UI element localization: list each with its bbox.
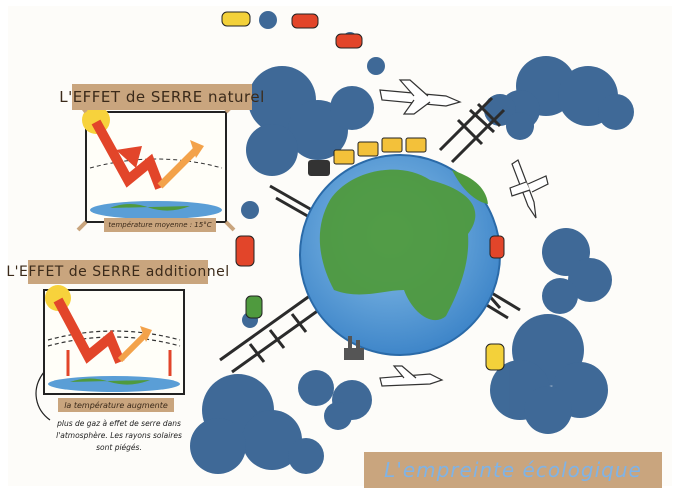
reflection-arrow <box>117 331 149 363</box>
note-pointer <box>35 371 51 421</box>
train-icon <box>308 137 427 176</box>
airplane-icon <box>379 365 444 387</box>
cloud-icon <box>490 314 608 434</box>
panel-natural-caption: température moyenne : 15°C <box>104 218 216 232</box>
continent-shape <box>452 170 488 204</box>
cloud-icon <box>190 374 324 474</box>
car-icon <box>221 11 505 371</box>
land-strip <box>110 204 190 211</box>
arrow-head-icon <box>116 146 142 168</box>
panel-natural <box>76 102 236 232</box>
panel-additional-caption: la température augmente <box>58 398 174 412</box>
pollution-clouds <box>190 11 634 474</box>
heat-arrow <box>91 119 165 190</box>
atmosphere-line <box>89 158 223 169</box>
earth-surface <box>48 376 180 392</box>
panel-additional <box>35 285 185 421</box>
reflection-arrow <box>157 147 199 189</box>
continent-shape <box>319 169 476 321</box>
footer-label: L'empreinte écologique <box>364 452 662 488</box>
cloud-icon <box>246 66 374 176</box>
cloud-icon <box>542 228 612 314</box>
factory-icon <box>344 336 364 360</box>
heat-arrow <box>53 297 125 364</box>
airplane-icon <box>509 159 549 219</box>
arrow-head-icon <box>190 140 204 158</box>
cloud-icon <box>298 370 372 430</box>
panel-additional-note: plus de gaz à effet de serre dans l'atmo… <box>56 419 182 452</box>
panel-natural-title: L'EFFET de SERRE naturel <box>59 84 264 110</box>
airplane-icon <box>379 79 462 115</box>
earth-surface <box>90 201 222 219</box>
panel-additional-title: L'EFFET de SERRE additionnel <box>6 260 229 284</box>
cloud-icon <box>500 56 634 130</box>
